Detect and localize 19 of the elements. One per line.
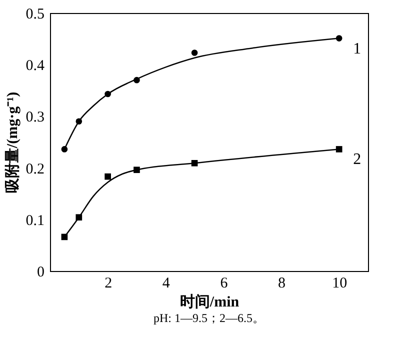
series-label: 1	[353, 40, 362, 58]
y-tick-label: 0.2	[26, 161, 44, 178]
x-tick-label: 2	[104, 276, 112, 292]
x-axis-title: 时间/min	[180, 294, 240, 310]
y-tick-label: 0.3	[26, 110, 44, 126]
text: pH: 1—9.5；2—6.5。	[154, 311, 264, 325]
point	[191, 50, 198, 56]
y-tick-label: 0.5	[26, 6, 44, 22]
series-label: 2	[353, 151, 362, 168]
x-tick-label: 4	[162, 276, 170, 292]
point	[336, 146, 342, 152]
y-tick-label: 0.1	[26, 212, 44, 229]
x-tick-label: 6	[220, 276, 228, 292]
y-tick-label: 0.4	[26, 58, 45, 74]
y-tick-label: 0	[37, 264, 44, 280]
x-tick-label: 8	[278, 276, 286, 292]
y-axis-title: 吸附量/(mg·g⁻¹)	[4, 92, 21, 194]
point	[104, 173, 111, 180]
x-tick-label: 10	[332, 276, 348, 292]
